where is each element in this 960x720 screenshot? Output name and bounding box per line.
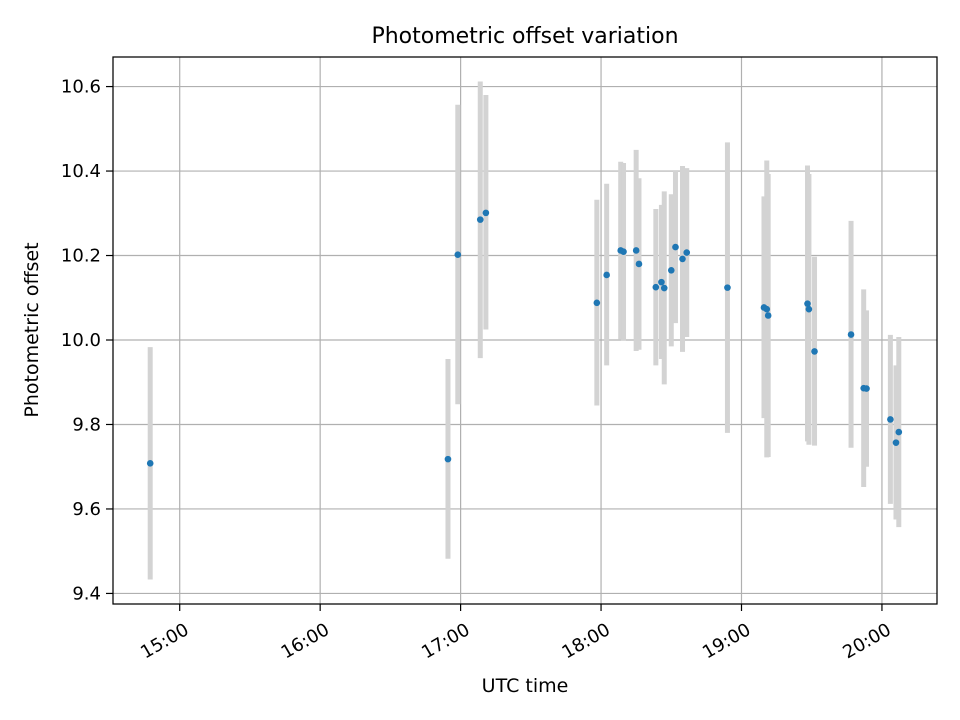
data-point: [763, 305, 771, 313]
data-point: [672, 243, 679, 251]
data-point: [620, 248, 627, 256]
data-point: [887, 416, 894, 423]
data-point: [454, 251, 462, 258]
data-point: [847, 331, 855, 338]
data-point: [476, 216, 484, 223]
data-point: [811, 348, 818, 355]
y-axis: 9.4 9.6 9.8 10.0 10.2 10.4 10.6: [61, 77, 113, 604]
data-point: [658, 278, 665, 286]
data-point: [683, 249, 691, 256]
chart-title: Photometric offset variation: [371, 24, 678, 49]
y-tick-label: 10.4: [61, 161, 101, 182]
data-point: [804, 300, 811, 307]
y-tick-label: 9.8: [72, 414, 101, 435]
y-tick-label: 9.6: [72, 499, 101, 520]
data-point: [667, 267, 675, 274]
data-point: [444, 455, 452, 463]
data-point: [593, 299, 601, 307]
y-axis-label: Photometric offset: [21, 242, 43, 417]
data-point: [892, 439, 900, 446]
y-tick-label: 10.2: [61, 246, 101, 267]
grid-lines: [113, 57, 937, 604]
data-point: [660, 284, 668, 292]
data-point: [603, 271, 610, 279]
data-point: [482, 209, 490, 217]
data-point: [635, 260, 643, 268]
data-points: [146, 209, 903, 467]
plot-frame: [112, 56, 938, 605]
data-point: [724, 284, 731, 291]
x-axis-label: UTC time: [482, 675, 569, 697]
data-point: [805, 305, 813, 313]
data-point: [632, 247, 640, 254]
data-point: [895, 428, 903, 436]
data-point: [652, 283, 660, 291]
data-point: [863, 385, 870, 392]
data-point: [764, 312, 772, 319]
y-tick-label: 9.4: [72, 583, 101, 604]
y-tick-label: 10.6: [61, 77, 101, 98]
y-tick-label: 10.0: [61, 330, 101, 351]
data-point: [146, 460, 154, 467]
data-point: [679, 255, 686, 263]
